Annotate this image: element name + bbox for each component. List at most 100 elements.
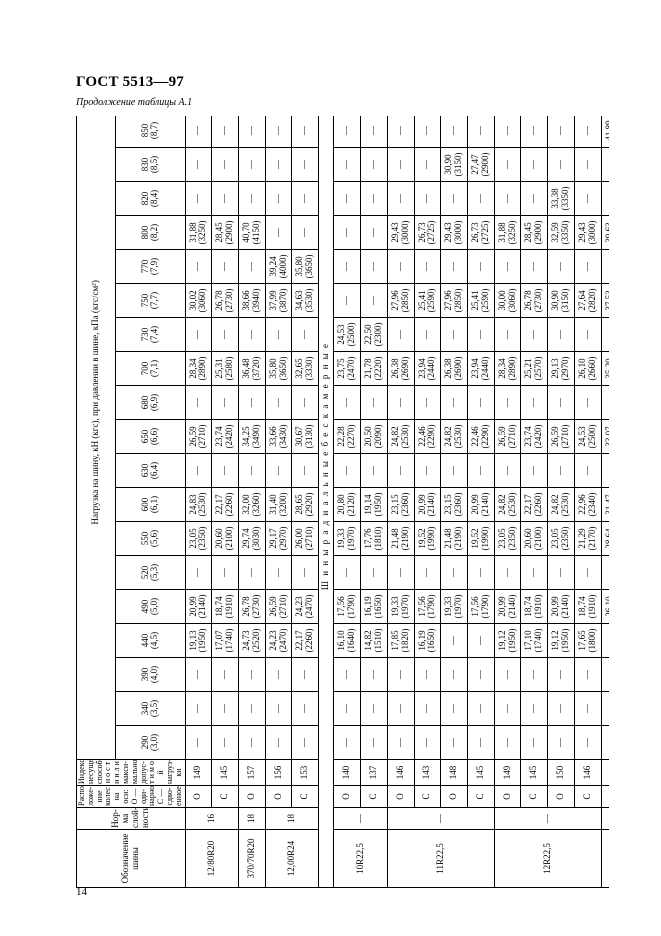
empty-cell: — [574, 726, 601, 760]
table-row: 11R22,5—О146———17,85(1820)19,33(1970)—21… [387, 116, 414, 888]
empty-cell: — [468, 556, 495, 590]
load-value: 19,12(1950) [548, 624, 575, 658]
pressure-header: 390(4,0) [116, 658, 185, 692]
load-value: 21,78(2220) [361, 352, 388, 386]
load-value: 17,07(1740) [212, 624, 239, 658]
empty-cell: — [601, 182, 609, 216]
tire-designation: 370/70R20 [239, 830, 266, 888]
tire-designation: 15R22,5 [601, 830, 609, 888]
load-value: 27,47(2900) [468, 148, 495, 182]
empty-cell: — [212, 318, 239, 352]
pressure-header: 520(5,3) [116, 556, 185, 590]
pressure-header: 700(7,1) [116, 352, 185, 386]
load-value: 26,78(2730) [239, 590, 266, 624]
table-row: 12R22,5—О149———19,12(1950)20,99(2140)—23… [494, 116, 521, 888]
tire-designation: 11R22,5 [387, 830, 494, 888]
load-value: 35,20(3590) [601, 352, 609, 386]
table-head: Обозначение шины Нор- ма слой- ности Рас… [77, 116, 186, 888]
load-value: 22,96(2340) [574, 488, 601, 522]
load-value: 40,70(4150) [239, 216, 266, 250]
empty-cell: — [468, 116, 495, 148]
load-value: 17,10(1740) [521, 624, 548, 658]
load-value: 39,63(4040) [601, 216, 609, 250]
empty-cell: — [548, 250, 575, 284]
load-value: 25,41(2590) [414, 284, 441, 318]
empty-cell: — [387, 386, 414, 420]
empty-cell: — [239, 250, 266, 284]
empty-cell: — [441, 182, 468, 216]
load-value: 17,65(1800) [574, 624, 601, 658]
empty-cell: — [212, 250, 239, 284]
empty-cell: — [521, 182, 548, 216]
empty-cell: — [387, 250, 414, 284]
table-row: О148————19,33(1970)—21,48(2190)23,15(236… [441, 116, 468, 888]
load-value: 36,48(3720) [239, 352, 266, 386]
wheel-arrangement: С [414, 786, 441, 808]
load-value: 28,34(2890) [494, 352, 521, 386]
load-value: 22,46(2290) [414, 420, 441, 454]
empty-cell: — [521, 116, 548, 148]
empty-cell: — [361, 116, 388, 148]
empty-cell: — [521, 556, 548, 590]
empty-cell: — [387, 182, 414, 216]
empty-cell: — [239, 116, 266, 148]
pressure-header: 770(7,9) [116, 250, 185, 284]
load-value: 16,19(1650) [361, 590, 388, 624]
load-value: 16,10(1640) [334, 624, 361, 658]
empty-cell: — [441, 386, 468, 420]
table-row: С143———16,19(1650)17,56(1790)—19,52(1990… [414, 116, 441, 888]
load-value: 27,96(2850) [441, 284, 468, 318]
empty-cell: — [601, 454, 609, 488]
empty-cell: — [574, 454, 601, 488]
wheel-arrangement: О [601, 786, 609, 808]
load-value: 24,82(2530) [441, 420, 468, 454]
load-value: 17,56(1790) [414, 590, 441, 624]
load-index: 153 [292, 760, 319, 786]
empty-cell: — [185, 726, 212, 760]
norm-layers: — [334, 808, 387, 830]
load-value: 23,05(2350) [548, 522, 575, 556]
empty-cell: — [548, 318, 575, 352]
load-value: 21,48(2190) [441, 522, 468, 556]
empty-cell: — [265, 658, 292, 692]
empty-cell: — [468, 386, 495, 420]
empty-cell: — [185, 182, 212, 216]
table-row: 10R22,5—О140———16,10(1640)17,56(1790)—19… [334, 116, 361, 888]
empty-cell: — [361, 284, 388, 318]
empty-cell: — [494, 692, 521, 726]
wheel-arrangement: С [521, 786, 548, 808]
empty-cell: — [574, 148, 601, 182]
table-body-1: 12/80R2016О149———19,13(1950)20,99(2140)—… [185, 116, 319, 888]
empty-cell: — [601, 726, 609, 760]
load-value: 20,50(2090) [361, 420, 388, 454]
load-value: 23,05(2350) [494, 522, 521, 556]
load-value: 20,99(2140) [468, 488, 495, 522]
empty-cell: — [574, 386, 601, 420]
load-value: 39,24(4000) [265, 250, 292, 284]
empty-cell: — [441, 116, 468, 148]
load-value: 33,38(3350) [548, 182, 575, 216]
empty-cell: — [441, 692, 468, 726]
load-value: 29,17(2970) [265, 522, 292, 556]
load-value: 23,05(2350) [185, 522, 212, 556]
load-index: 145 [521, 760, 548, 786]
empty-cell: — [601, 318, 609, 352]
load-value: 17,85(1820) [387, 624, 414, 658]
table-body-2: 10R22,5—О140———16,10(1640)17,56(1790)—19… [334, 116, 609, 888]
empty-cell: — [292, 454, 319, 488]
empty-cell: — [361, 182, 388, 216]
load-index: 157 [239, 760, 266, 786]
pressure-header: 630(6,4) [116, 454, 185, 488]
load-value: 29,43(3000) [574, 216, 601, 250]
norm-layers: 16 [185, 808, 238, 830]
col-norm-layers: Нор- ма слой- ности [77, 808, 186, 830]
load-value: 20,60(2100) [212, 522, 239, 556]
load-value: 24,82(2530) [548, 488, 575, 522]
load-value: 18,74(1910) [521, 590, 548, 624]
wheel-arrangement: О [334, 786, 361, 808]
empty-cell: — [387, 658, 414, 692]
section-label-row: Ш и н ы р а д и а л ь н ы е б е с к а м … [319, 116, 334, 888]
table-row: С137———14,82(1510)16,19(1650)—17,76(1810… [361, 116, 388, 888]
load-value: 38,66(3940) [239, 284, 266, 318]
load-value: 26,78(2730) [212, 284, 239, 318]
